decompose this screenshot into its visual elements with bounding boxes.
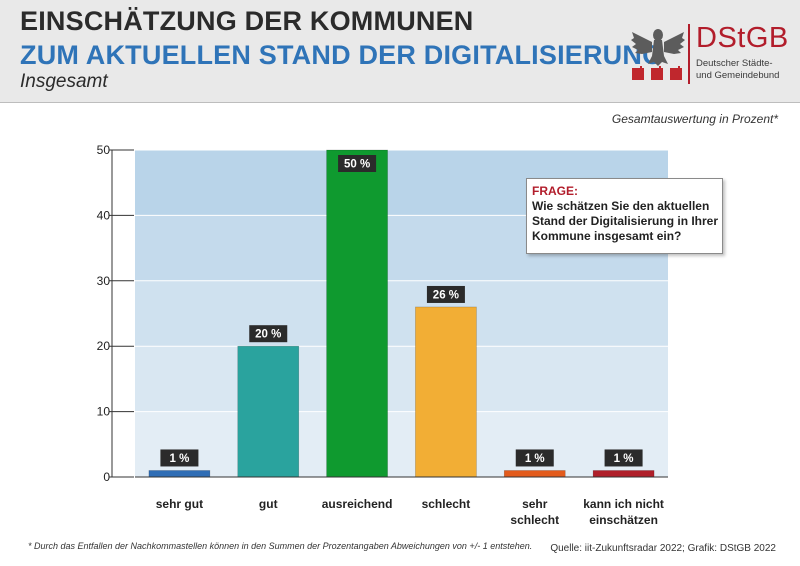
category-label: sehr schlecht	[480, 496, 590, 528]
footnote: * Durch das Entfallen der Nachkommastell…	[28, 541, 533, 551]
eagle-icon	[631, 29, 685, 80]
data-label: 50 %	[344, 159, 370, 171]
category-label-line: sehr	[522, 497, 548, 511]
question-box: FRAGE: Wie schätzen Sie den aktuellen St…	[526, 178, 723, 254]
data-label-box	[426, 285, 465, 303]
page-title-line2: ZUM AKTUELLEN STAND DER DIGITALISIERUNG	[20, 40, 664, 70]
plot-band	[135, 346, 668, 412]
plot-band	[135, 411, 668, 477]
data-label-box	[338, 155, 377, 172]
data-label-box	[160, 449, 199, 467]
logo-subtitle: Deutscher Städte- und Gemeindebund	[696, 58, 780, 81]
page-subtitle: Insgesamt	[20, 71, 108, 92]
category-label-line: schlecht	[510, 513, 560, 527]
bar	[326, 149, 388, 478]
data-label: 1 %	[614, 453, 634, 465]
bar	[237, 345, 300, 478]
category-label-line: gut	[258, 497, 278, 511]
header-banner: EINSCHÄTZUNG DER KOMMUNEN ZUM AKTUELLEN …	[0, 0, 800, 103]
bar	[415, 306, 477, 478]
data-label: 1 %	[525, 453, 545, 465]
bar	[148, 470, 211, 478]
page-title: EINSCHÄTZUNG DER KOMMUNEN	[20, 6, 474, 36]
data-label-box	[515, 449, 554, 467]
y-tick-label: 50	[97, 143, 111, 157]
y-tick-label: 20	[97, 339, 111, 353]
category-label: kann ich nicht einschätzen	[569, 496, 679, 528]
category-label-line: ausreichend	[321, 497, 393, 511]
y-tick-label: 10	[97, 405, 111, 419]
category-label: schlecht	[391, 496, 501, 512]
question-text: Wie schätzen Sie den aktuellen Stand der…	[532, 199, 719, 243]
question-heading: FRAGE:	[532, 184, 578, 198]
dstgb-logo: DStGB Deutscher Städte- und Gemeindebund	[630, 22, 790, 88]
category-label-line: einschätzen	[589, 513, 658, 527]
logo-wordmark: DStGB	[696, 22, 789, 54]
y-tick-label: 0	[103, 470, 110, 484]
source-note: Quelle: iit-Zukunftsradar 2022; Grafik: …	[550, 543, 776, 554]
y-tick-label: 40	[97, 208, 111, 222]
category-label-line: sehr gut	[155, 497, 204, 511]
measure-note: Gesamtauswertung in Prozent*	[611, 112, 778, 126]
data-label: 1 %	[170, 453, 190, 465]
category-label: sehr gut	[124, 496, 234, 512]
data-label: 20 %	[255, 329, 281, 341]
data-label-box	[604, 449, 643, 467]
logo-divider	[688, 24, 690, 84]
plot-band	[135, 280, 668, 347]
bar	[503, 470, 566, 478]
category-label-line: schlecht	[421, 497, 471, 511]
data-label-box	[249, 325, 288, 343]
category-label-line: kann ich nicht	[583, 497, 664, 511]
bar	[592, 470, 655, 478]
data-label: 26 %	[433, 289, 459, 301]
category-label: ausreichend	[302, 496, 412, 512]
y-tick-label: 30	[97, 274, 111, 288]
category-label: gut	[213, 496, 323, 512]
